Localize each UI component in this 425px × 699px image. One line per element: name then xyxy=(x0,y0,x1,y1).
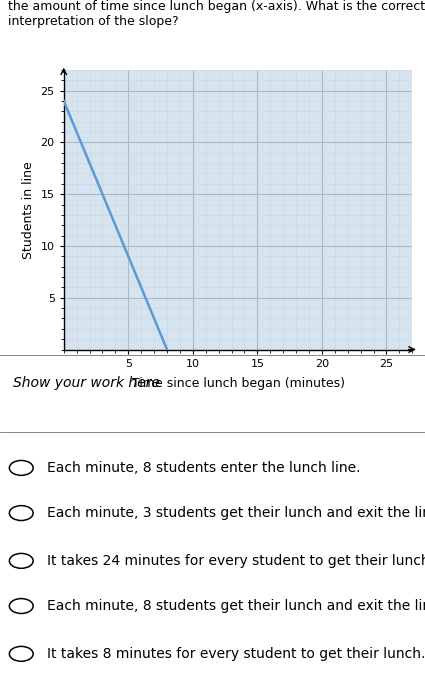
Text: It takes 24 minutes for every student to get their lunch.: It takes 24 minutes for every student to… xyxy=(47,554,425,568)
Text: Each minute, 8 students enter the lunch line.: Each minute, 8 students enter the lunch … xyxy=(47,461,360,475)
Text: Each minute, 3 students get their lunch and exit the line.: Each minute, 3 students get their lunch … xyxy=(47,506,425,520)
Text: It takes 8 minutes for every student to get their lunch.: It takes 8 minutes for every student to … xyxy=(47,647,425,661)
Text: Show your work here: Show your work here xyxy=(13,375,160,389)
X-axis label: Time since lunch began (minutes): Time since lunch began (minutes) xyxy=(131,377,345,390)
Text: Each minute, 8 students get their lunch and exit the line.: Each minute, 8 students get their lunch … xyxy=(47,599,425,613)
Text: the amount of time since lunch began (x-axis). What is the correct
interpretatio: the amount of time since lunch began (x-… xyxy=(8,0,425,28)
Y-axis label: Students in line: Students in line xyxy=(22,161,35,259)
